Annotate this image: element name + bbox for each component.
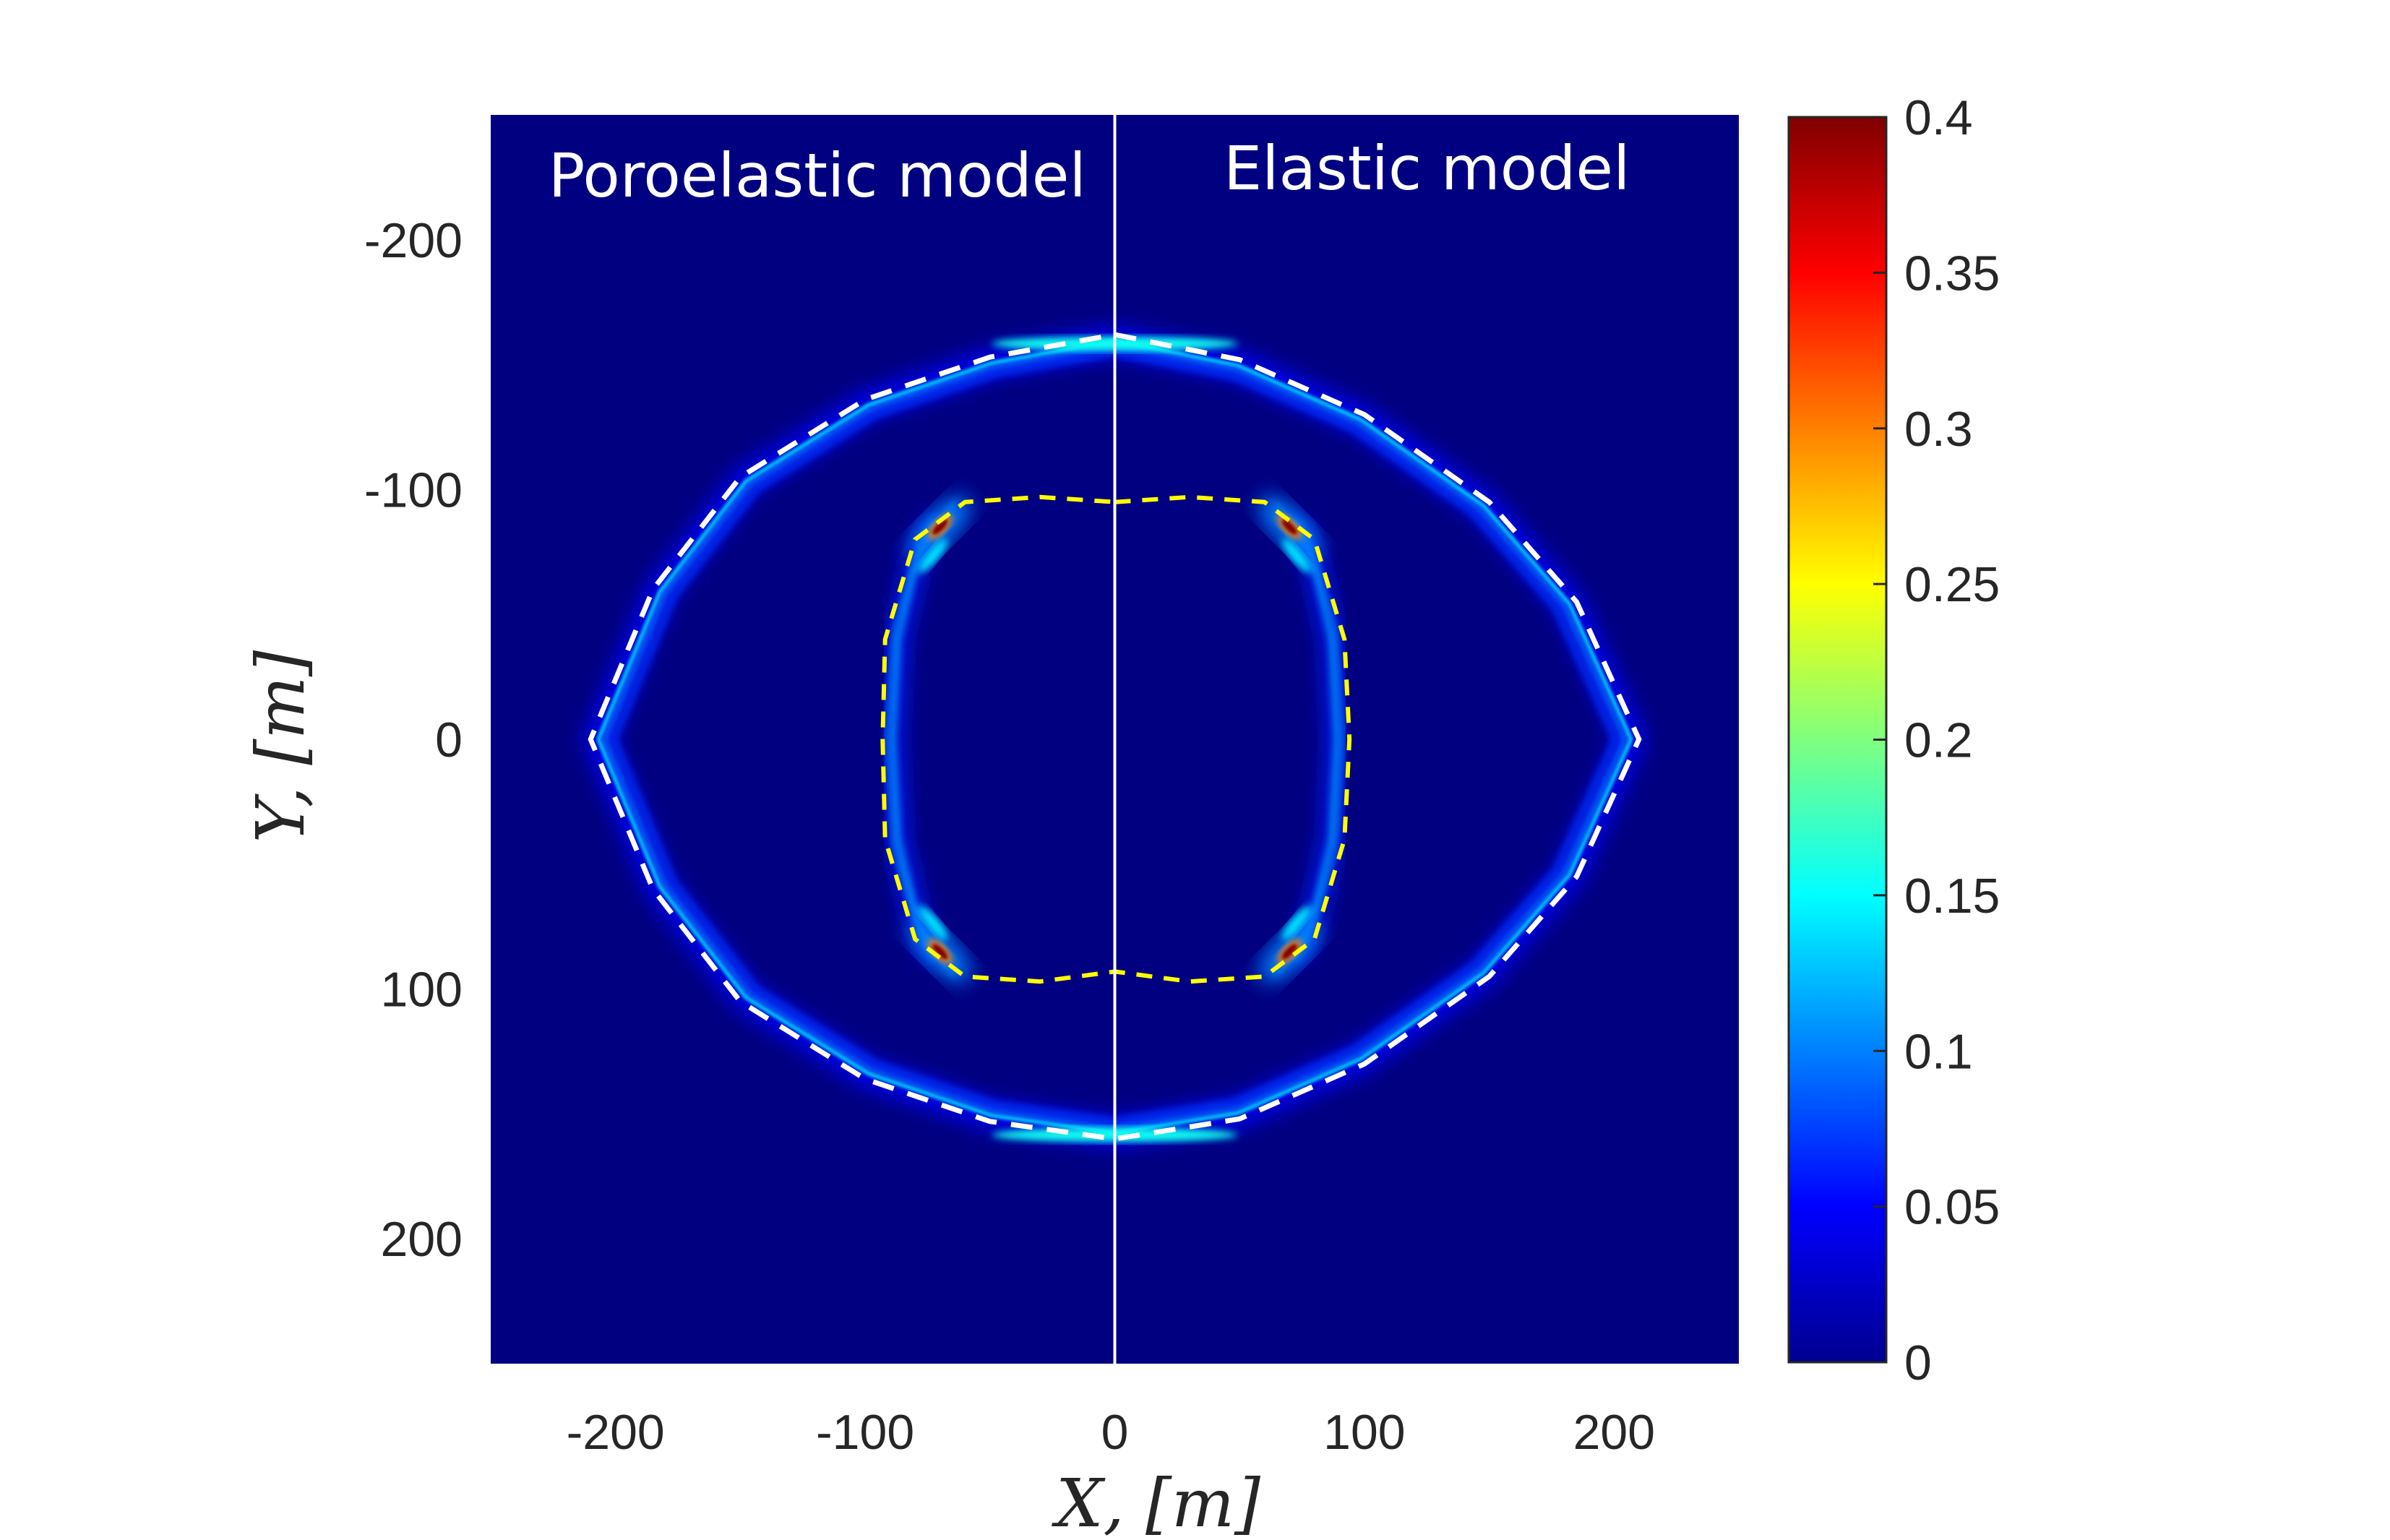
colorbar-tick-label: 0 bbox=[1904, 1335, 1932, 1390]
x-tick-label: 0 bbox=[1101, 1405, 1129, 1460]
cusp-hotspot bbox=[909, 496, 971, 573]
panel-title-poroelastic: Poroelastic model bbox=[549, 140, 1086, 211]
plot-area: Poroelastic model Elastic model bbox=[491, 115, 1739, 1364]
x-axis-label: X, [m] bbox=[1052, 1465, 1260, 1536]
y-tick-label: 200 bbox=[381, 1212, 463, 1267]
colorbar-tick-label: 0.2 bbox=[1904, 713, 1973, 768]
colorbar: 0 0.05 0.1 0.15 0.2 0.25 0.3 0.35 0.4 bbox=[1787, 90, 2000, 1390]
colorbar-tick-label: 0.4 bbox=[1904, 90, 1973, 145]
x-axis-ticks: -200 -100 0 100 200 bbox=[567, 1405, 1655, 1460]
outer-reference-curve bbox=[588, 332, 1642, 1142]
x-tick-label: -200 bbox=[567, 1405, 665, 1460]
y-tick-label: 100 bbox=[381, 963, 463, 1018]
y-axis-label: Y, [m] bbox=[242, 650, 319, 843]
colorbar-tick-label: 0.3 bbox=[1904, 402, 1973, 457]
colorbar-tick-label: 0.15 bbox=[1904, 869, 2000, 924]
colorbar-gradient bbox=[1787, 116, 1888, 1364]
x-tick-label: 200 bbox=[1573, 1405, 1655, 1460]
y-tick-label: 0 bbox=[435, 713, 463, 767]
colorbar-tick-label: 0.05 bbox=[1904, 1180, 2000, 1235]
y-tick-label: -200 bbox=[364, 213, 463, 268]
panel-title-elastic: Elastic model bbox=[1224, 133, 1630, 204]
x-tick-label: -100 bbox=[816, 1405, 914, 1460]
colorbar-tick-label: 0.1 bbox=[1904, 1024, 1973, 1079]
colorbar-tick-label: 0.35 bbox=[1904, 246, 2000, 301]
x-tick-label: 100 bbox=[1323, 1405, 1405, 1460]
y-axis-ticks: -200 -100 0 100 200 bbox=[364, 213, 463, 1267]
y-tick-label: -100 bbox=[364, 463, 463, 517]
colorbar-ticks: 0 0.05 0.1 0.15 0.2 0.25 0.3 0.35 0.4 bbox=[1873, 90, 2000, 1390]
cusp-hotspot bbox=[1259, 496, 1320, 573]
colorbar-tick-label: 0.25 bbox=[1904, 557, 2000, 612]
